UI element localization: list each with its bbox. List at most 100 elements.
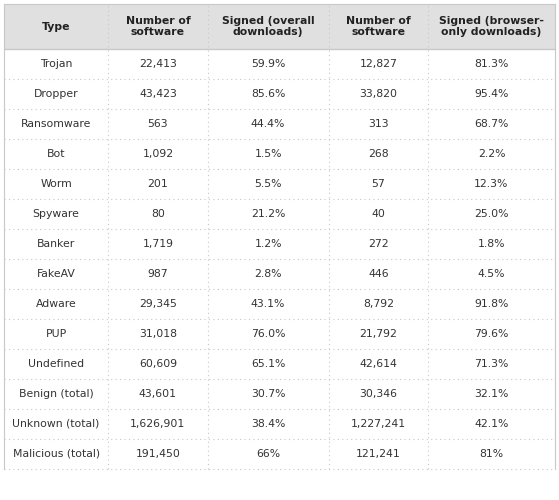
Bar <box>428 139 555 169</box>
Bar <box>207 349 329 379</box>
Text: FakeAV: FakeAV <box>37 269 75 279</box>
Text: 1,227,241: 1,227,241 <box>350 419 406 429</box>
Text: 21.2%: 21.2% <box>251 209 285 219</box>
Text: 30.7%: 30.7% <box>251 389 285 399</box>
Text: 12,827: 12,827 <box>359 59 397 69</box>
Text: 2.2%: 2.2% <box>478 149 505 159</box>
Text: 446: 446 <box>368 269 389 279</box>
Bar <box>207 49 329 79</box>
Text: Unknown (total): Unknown (total) <box>12 419 100 429</box>
Bar <box>108 79 207 109</box>
Text: 1.8%: 1.8% <box>478 239 505 249</box>
Bar <box>329 4 428 49</box>
Text: 30,346: 30,346 <box>359 389 397 399</box>
Bar <box>108 109 207 139</box>
Bar <box>108 4 207 49</box>
Text: 32.1%: 32.1% <box>474 389 509 399</box>
Bar <box>4 409 108 439</box>
Text: 1,719: 1,719 <box>143 239 173 249</box>
Text: 22,413: 22,413 <box>139 59 177 69</box>
Text: 40: 40 <box>371 209 385 219</box>
Text: 44.4%: 44.4% <box>251 119 285 129</box>
Text: 33,820: 33,820 <box>359 89 397 99</box>
Text: 43,423: 43,423 <box>139 89 177 99</box>
Bar <box>329 409 428 439</box>
Text: Dropper: Dropper <box>34 89 78 99</box>
Bar <box>4 79 108 109</box>
Text: 65.1%: 65.1% <box>251 359 285 369</box>
Text: 313: 313 <box>368 119 389 129</box>
Bar <box>428 349 555 379</box>
Text: 191,450: 191,450 <box>135 449 181 459</box>
Text: Malicious (total): Malicious (total) <box>12 449 100 459</box>
Bar <box>329 79 428 109</box>
Text: 38.4%: 38.4% <box>251 419 285 429</box>
Text: 66%: 66% <box>256 449 280 459</box>
Bar <box>428 379 555 409</box>
Bar <box>207 229 329 259</box>
Text: 43,601: 43,601 <box>139 389 177 399</box>
Bar <box>428 169 555 199</box>
Text: Signed (browser-
only downloads): Signed (browser- only downloads) <box>439 16 544 38</box>
Text: 1.5%: 1.5% <box>254 149 282 159</box>
Bar <box>207 199 329 229</box>
Bar <box>108 379 207 409</box>
Bar <box>329 229 428 259</box>
Text: Number of
software: Number of software <box>126 16 190 38</box>
Text: 79.6%: 79.6% <box>474 329 509 339</box>
Text: 60,609: 60,609 <box>139 359 177 369</box>
Text: 95.4%: 95.4% <box>474 89 509 99</box>
Text: 21,792: 21,792 <box>359 329 397 339</box>
Text: Type: Type <box>42 22 70 32</box>
Text: 2.8%: 2.8% <box>254 269 282 279</box>
Bar <box>428 439 555 469</box>
Bar <box>108 199 207 229</box>
Bar <box>428 4 555 49</box>
Text: 71.3%: 71.3% <box>474 359 509 369</box>
Bar <box>4 199 108 229</box>
Bar <box>4 139 108 169</box>
Bar <box>329 199 428 229</box>
Text: 91.8%: 91.8% <box>474 299 509 309</box>
Text: 42.1%: 42.1% <box>474 419 509 429</box>
Bar <box>329 109 428 139</box>
Text: Ransomware: Ransomware <box>21 119 91 129</box>
Bar <box>428 289 555 319</box>
Text: 987: 987 <box>148 269 168 279</box>
Bar <box>428 319 555 349</box>
Bar <box>207 319 329 349</box>
Text: 43.1%: 43.1% <box>251 299 285 309</box>
Bar <box>207 169 329 199</box>
Text: 1,626,901: 1,626,901 <box>130 419 186 429</box>
Text: 8,792: 8,792 <box>363 299 394 309</box>
Bar <box>329 49 428 79</box>
Bar <box>428 199 555 229</box>
Text: Bot: Bot <box>47 149 65 159</box>
Bar <box>428 109 555 139</box>
Bar <box>4 319 108 349</box>
Bar <box>207 259 329 289</box>
Bar <box>428 409 555 439</box>
Bar <box>4 169 108 199</box>
Text: 59.9%: 59.9% <box>251 59 285 69</box>
Bar <box>108 409 207 439</box>
Text: Adware: Adware <box>36 299 77 309</box>
Bar <box>108 169 207 199</box>
Bar <box>108 349 207 379</box>
Bar <box>428 49 555 79</box>
Bar <box>207 379 329 409</box>
Text: 57: 57 <box>371 179 385 189</box>
Text: PUP: PUP <box>45 329 67 339</box>
Bar <box>329 139 428 169</box>
Bar <box>108 439 207 469</box>
Text: Signed (overall
downloads): Signed (overall downloads) <box>222 16 314 38</box>
Bar <box>207 109 329 139</box>
Text: 1,092: 1,092 <box>143 149 173 159</box>
Bar <box>108 319 207 349</box>
Bar <box>108 49 207 79</box>
Text: 12.3%: 12.3% <box>474 179 509 189</box>
Text: 1.2%: 1.2% <box>254 239 282 249</box>
Text: Spyware: Spyware <box>32 209 79 219</box>
Bar <box>329 169 428 199</box>
Text: 85.6%: 85.6% <box>251 89 285 99</box>
